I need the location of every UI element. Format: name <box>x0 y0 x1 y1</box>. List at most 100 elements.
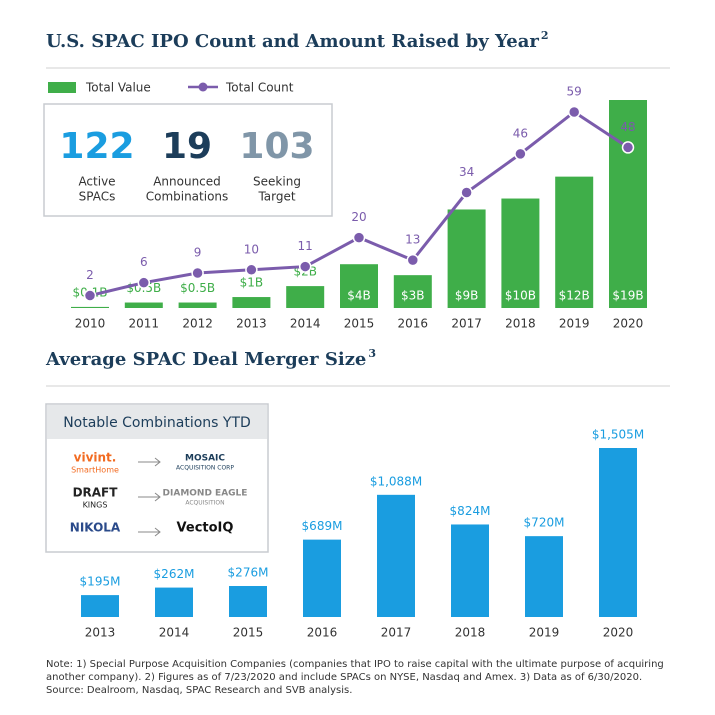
company-logo: DIAMOND EAGLE <box>163 489 248 499</box>
stat-label: Seeking <box>253 175 301 189</box>
bar <box>525 536 563 617</box>
count-label: 48 <box>620 120 635 134</box>
bar <box>501 198 540 308</box>
value-label: $10B <box>505 289 536 303</box>
company-logo: vivint. <box>74 451 117 465</box>
bar <box>447 209 486 308</box>
notable-title: Notable Combinations YTD <box>63 415 251 431</box>
value-label: $1,505M <box>592 428 644 442</box>
arrows <box>138 457 161 537</box>
stat-label: Announced <box>153 175 221 189</box>
x-tick-label: 2018 <box>505 317 536 331</box>
company-logo-sub: ACQUISITION CORP <box>176 465 234 472</box>
stat-label: Active <box>78 175 115 189</box>
bar <box>393 275 432 308</box>
value-label: $3B <box>401 289 425 303</box>
count-label: 46 <box>513 126 528 140</box>
x-tick-label: 2018 <box>455 626 486 640</box>
value-label: $0.5B <box>180 281 215 295</box>
count-point <box>621 141 635 154</box>
count-point <box>352 231 366 244</box>
bar <box>81 595 119 617</box>
x-tick-label: 2010 <box>75 317 106 331</box>
value-label: $1,088M <box>370 474 422 488</box>
count-label: 9 <box>194 246 202 260</box>
x-tick-label: 2015 <box>233 626 264 640</box>
count-point <box>191 266 204 280</box>
stat-label: Combinations <box>146 190 229 204</box>
bar <box>451 524 489 617</box>
company-logo: VectoIQ <box>177 521 234 536</box>
bar <box>377 494 415 617</box>
x-tick-label: 2020 <box>603 626 634 640</box>
legend-label: Total Count <box>225 81 294 95</box>
count-label: 6 <box>140 255 148 269</box>
x-tick-label: 2015 <box>344 317 375 331</box>
bar <box>229 586 267 617</box>
company-logo: MOSAIC <box>185 454 225 464</box>
count-label: 2 <box>86 268 94 282</box>
notable-header <box>47 405 267 439</box>
bar <box>124 302 163 308</box>
value-label: $4B <box>347 289 371 303</box>
company-logo-sub: ACQUISITION <box>185 500 224 507</box>
stat-label: SPACs <box>79 190 116 204</box>
count-point <box>567 105 581 119</box>
x-tick-label: 2011 <box>129 317 160 331</box>
x-tick-label: 2017 <box>451 317 482 331</box>
count-label: 34 <box>459 165 474 179</box>
x-tick-label: 2012 <box>182 317 213 331</box>
company-logo-sub: KINGS <box>83 501 108 510</box>
stat-value: 103 <box>239 126 314 167</box>
stat-value: 19 <box>162 126 212 167</box>
stats-box <box>43 103 333 217</box>
value-label: $19B <box>612 289 643 303</box>
count-point <box>245 263 258 277</box>
x-tick-label: 2019 <box>559 317 590 331</box>
bar <box>155 587 193 617</box>
legend-swatch <box>48 82 76 93</box>
bar <box>232 297 271 308</box>
count-label: 59 <box>567 85 582 99</box>
bar <box>178 302 217 308</box>
title-note: 2 <box>541 29 549 42</box>
x-tick-label: 2014 <box>290 317 321 331</box>
chart-title: Average SPAC Deal Merger Size <box>45 349 366 370</box>
note: Source: Dealroom, Nasdaq, SPAC Research … <box>46 685 352 696</box>
value-label: $1B <box>240 276 264 290</box>
value-label: $262M <box>154 567 195 581</box>
note: another company). 2) Figures as of 7/23/… <box>46 672 642 683</box>
value-label: $720M <box>524 516 565 530</box>
bar <box>609 100 647 308</box>
x-tick-label: 2014 <box>159 626 190 640</box>
note: Note: 1) Special Purpose Acquisition Com… <box>46 659 664 670</box>
count-point <box>406 253 420 267</box>
value-label: $824M <box>450 504 491 518</box>
value-label: $12B <box>559 289 590 303</box>
count-label: 10 <box>244 242 259 256</box>
x-tick-label: 2013 <box>85 626 116 640</box>
company-logo: NIKOLA <box>70 521 121 535</box>
title-note: 3 <box>368 347 376 360</box>
x-tick-label: 2017 <box>381 626 412 640</box>
bar <box>71 306 109 308</box>
value-label: $276M <box>228 566 269 580</box>
count-label: 20 <box>351 210 366 224</box>
count-point <box>83 289 97 302</box>
count-point <box>460 186 473 199</box>
legend-swatch <box>198 82 208 92</box>
company-logo: DRAFT <box>73 486 119 500</box>
x-tick-label: 2016 <box>307 626 338 640</box>
bar <box>286 286 325 308</box>
value-label: $195M <box>80 575 121 589</box>
value-label: $689M <box>302 519 343 533</box>
x-tick-label: 2019 <box>529 626 560 640</box>
count-point <box>137 276 151 289</box>
count-label: 13 <box>405 233 420 247</box>
stat-label: Target <box>257 190 295 204</box>
stat-value: 122 <box>59 126 134 167</box>
bar <box>303 539 341 617</box>
count-point <box>298 260 312 273</box>
x-tick-label: 2016 <box>398 317 429 331</box>
